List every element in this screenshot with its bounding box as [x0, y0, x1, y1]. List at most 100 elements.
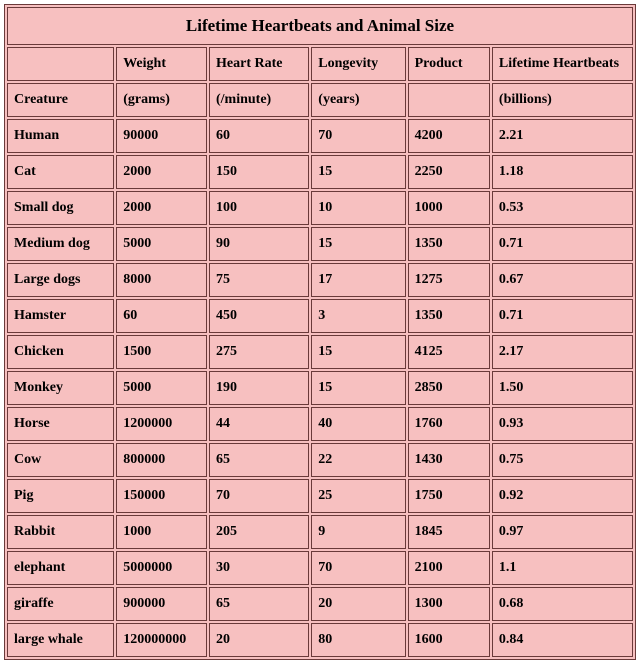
table-row: Pig150000702517500.92	[7, 479, 633, 513]
col-header: Lifetime Heartbeats	[492, 47, 633, 81]
table-cell: 100	[209, 191, 309, 225]
table-row: Chicken15002751541252.17	[7, 335, 633, 369]
table-cell: 65	[209, 443, 309, 477]
table-row: Human90000607042002.21	[7, 119, 633, 153]
table-cell: 0.93	[492, 407, 633, 441]
table-cell: 1350	[408, 299, 490, 333]
table-cell: Horse	[7, 407, 114, 441]
table-cell: large whale	[7, 623, 114, 657]
table-row: giraffe900000652013000.68	[7, 587, 633, 621]
table-cell: 190	[209, 371, 309, 405]
table-cell: 1430	[408, 443, 490, 477]
table-cell: 22	[311, 443, 405, 477]
table-cell: 0.97	[492, 515, 633, 549]
table-cell: 2.17	[492, 335, 633, 369]
table-cell: 0.67	[492, 263, 633, 297]
table-cell: 10	[311, 191, 405, 225]
table-cell: Large dogs	[7, 263, 114, 297]
table-row: elephant5000000307021001.1	[7, 551, 633, 585]
col-subheader: (/minute)	[209, 83, 309, 117]
table-cell: 20	[311, 587, 405, 621]
col-header: Product	[408, 47, 490, 81]
table-cell: 2000	[116, 191, 207, 225]
table-row: Cow800000652214300.75	[7, 443, 633, 477]
table-cell: 0.71	[492, 299, 633, 333]
table-cell: 15	[311, 335, 405, 369]
col-header	[7, 47, 114, 81]
table-cell: 4200	[408, 119, 490, 153]
col-subheader: (grams)	[116, 83, 207, 117]
table-row: Cat20001501522501.18	[7, 155, 633, 189]
col-subheader	[408, 83, 490, 117]
table-cell: Monkey	[7, 371, 114, 405]
table-cell: 8000	[116, 263, 207, 297]
heartbeats-table: Lifetime Heartbeats and Animal Size Weig…	[4, 4, 636, 660]
table-cell: 2100	[408, 551, 490, 585]
table-cell: 1760	[408, 407, 490, 441]
table-cell: 1845	[408, 515, 490, 549]
col-header: Weight	[116, 47, 207, 81]
table-cell: 5000	[116, 371, 207, 405]
table-row: Small dog20001001010000.53	[7, 191, 633, 225]
table-row: Horse1200000444017600.93	[7, 407, 633, 441]
table-cell: 17	[311, 263, 405, 297]
table-cell: Human	[7, 119, 114, 153]
col-subheader: (years)	[311, 83, 405, 117]
table-cell: 60	[116, 299, 207, 333]
table-cell: 1.50	[492, 371, 633, 405]
table-cell: Chicken	[7, 335, 114, 369]
table-cell: 65	[209, 587, 309, 621]
table-cell: 275	[209, 335, 309, 369]
table-cell: Medium dog	[7, 227, 114, 261]
table-cell: 70	[209, 479, 309, 513]
table-cell: 1300	[408, 587, 490, 621]
table-cell: 0.68	[492, 587, 633, 621]
table-cell: 25	[311, 479, 405, 513]
table-cell: Cow	[7, 443, 114, 477]
table-cell: 120000000	[116, 623, 207, 657]
table-row: Medium dog5000901513500.71	[7, 227, 633, 261]
table-cell: 15	[311, 227, 405, 261]
table-cell: 70	[311, 551, 405, 585]
table-cell: Small dog	[7, 191, 114, 225]
table-cell: 1350	[408, 227, 490, 261]
table-cell: 3	[311, 299, 405, 333]
table-cell: giraffe	[7, 587, 114, 621]
table-cell: 900000	[116, 587, 207, 621]
table-cell: 5000000	[116, 551, 207, 585]
table-row: Hamster60450313500.71	[7, 299, 633, 333]
table-cell: 90	[209, 227, 309, 261]
table-cell: 150000	[116, 479, 207, 513]
table-cell: 90000	[116, 119, 207, 153]
table-cell: Cat	[7, 155, 114, 189]
table-cell: 1750	[408, 479, 490, 513]
table-cell: elephant	[7, 551, 114, 585]
table-cell: 1500	[116, 335, 207, 369]
table-row: large whale120000000208016000.84	[7, 623, 633, 657]
table-cell: 1.1	[492, 551, 633, 585]
header-row-1: Weight Heart Rate Longevity Product Life…	[7, 47, 633, 81]
table-cell: 1200000	[116, 407, 207, 441]
table-cell: 150	[209, 155, 309, 189]
table-cell: 80	[311, 623, 405, 657]
table-cell: 2000	[116, 155, 207, 189]
table-cell: 1275	[408, 263, 490, 297]
table-cell: 2.21	[492, 119, 633, 153]
table-cell: Rabbit	[7, 515, 114, 549]
table-cell: 450	[209, 299, 309, 333]
table-cell: 2850	[408, 371, 490, 405]
table-row: Large dogs8000751712750.67	[7, 263, 633, 297]
table-cell: 205	[209, 515, 309, 549]
col-header: Heart Rate	[209, 47, 309, 81]
table-cell: 60	[209, 119, 309, 153]
table-cell: 5000	[116, 227, 207, 261]
table-cell: 1000	[116, 515, 207, 549]
table-cell: 15	[311, 155, 405, 189]
col-subheader: (billions)	[492, 83, 633, 117]
table-cell: Pig	[7, 479, 114, 513]
table-row: Rabbit1000205918450.97	[7, 515, 633, 549]
table-cell: 1600	[408, 623, 490, 657]
header-row-2: Creature (grams) (/minute) (years) (bill…	[7, 83, 633, 117]
table-cell: 0.75	[492, 443, 633, 477]
table-cell: 1.18	[492, 155, 633, 189]
